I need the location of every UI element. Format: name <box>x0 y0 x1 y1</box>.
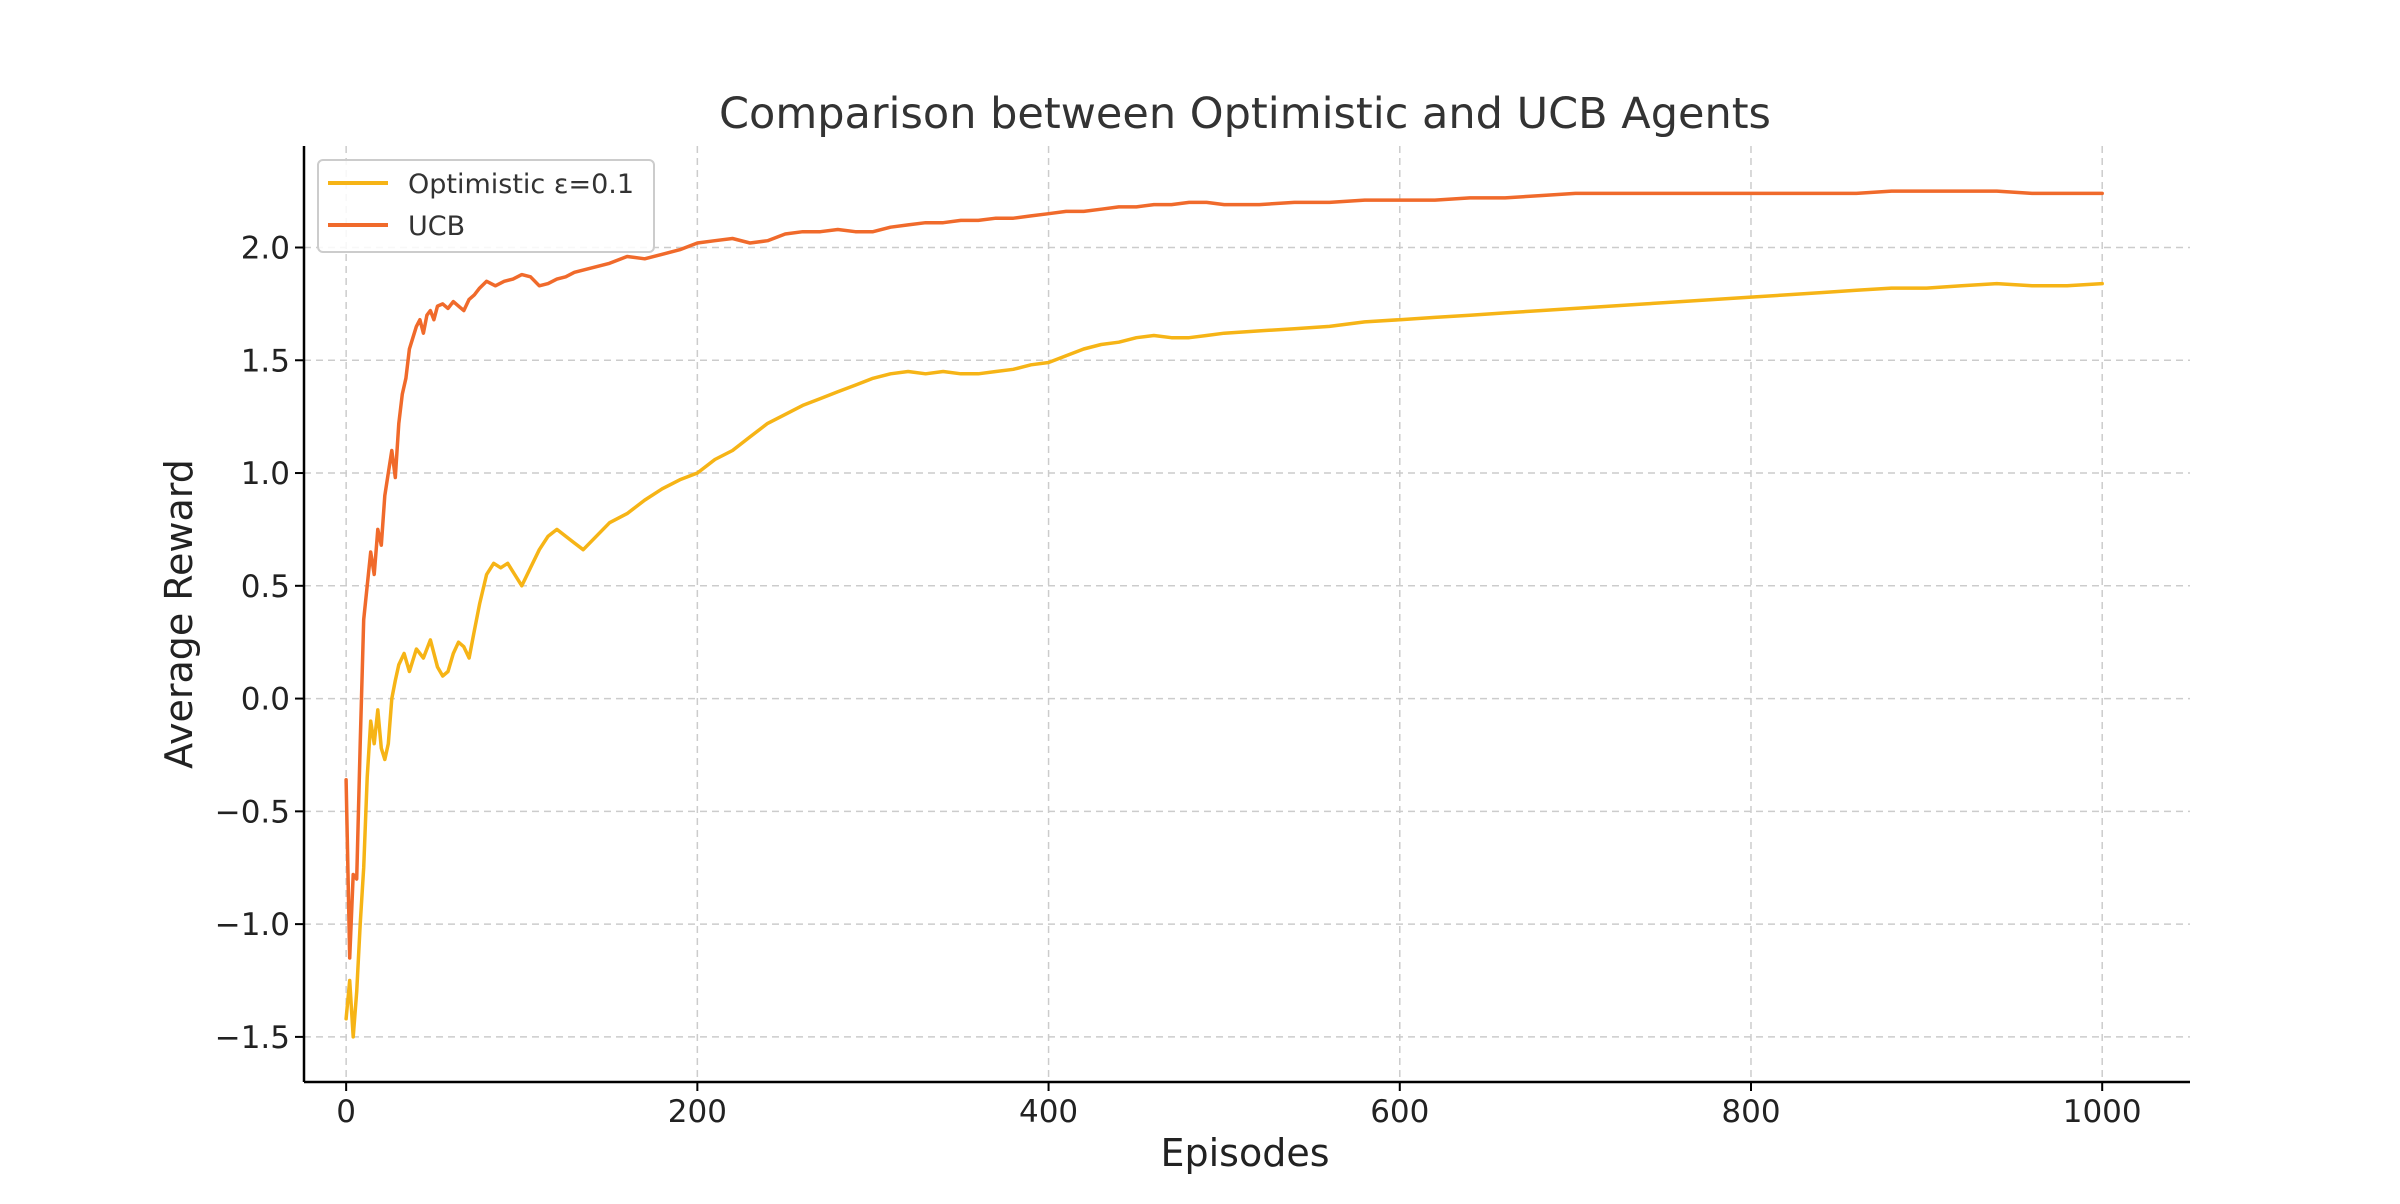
x-tick-label: 200 <box>668 1094 727 1130</box>
x-tick-label: 600 <box>1370 1094 1429 1130</box>
x-tick-label: 1000 <box>2063 1094 2142 1130</box>
legend-box <box>317 159 655 253</box>
grid <box>304 146 2190 1082</box>
series-line-ucb <box>344 189 2104 960</box>
legend: Optimistic ε=0.1 UCB <box>317 159 655 253</box>
legend-label-optimistic: Optimistic ε=0.1 <box>408 169 634 200</box>
series <box>344 189 2104 1039</box>
x-tick-label: 400 <box>1019 1094 1078 1130</box>
legend-label-ucb: UCB <box>408 211 465 242</box>
y-axis-label: Average Reward <box>157 459 201 769</box>
x-axis-label: Episodes <box>1160 1131 1329 1175</box>
y-tick-label: −1.0 <box>215 907 290 943</box>
series-line-optimistic <box>344 281 2104 1039</box>
y-tick-label: −1.5 <box>215 1020 290 1056</box>
y-tick-label: −0.5 <box>215 794 290 830</box>
x-tick-label: 800 <box>1721 1094 1780 1130</box>
x-tick-label: 0 <box>336 1094 356 1130</box>
chart-title: Comparison between Optimistic and UCB Ag… <box>719 89 1771 139</box>
y-tick-label: 0.5 <box>241 569 290 605</box>
y-tick-label: 1.0 <box>241 456 290 492</box>
y-tick-label: 2.0 <box>241 230 290 266</box>
axes <box>302 146 2190 1084</box>
x-ticks: 0 200 400 600 800 1000 <box>336 1082 2142 1130</box>
y-ticks: −1.5 −1.0 −0.5 0.0 0.5 1.0 1.5 2.0 <box>215 230 304 1056</box>
y-tick-label: 1.5 <box>241 343 290 379</box>
y-tick-label: 0.0 <box>241 682 290 718</box>
